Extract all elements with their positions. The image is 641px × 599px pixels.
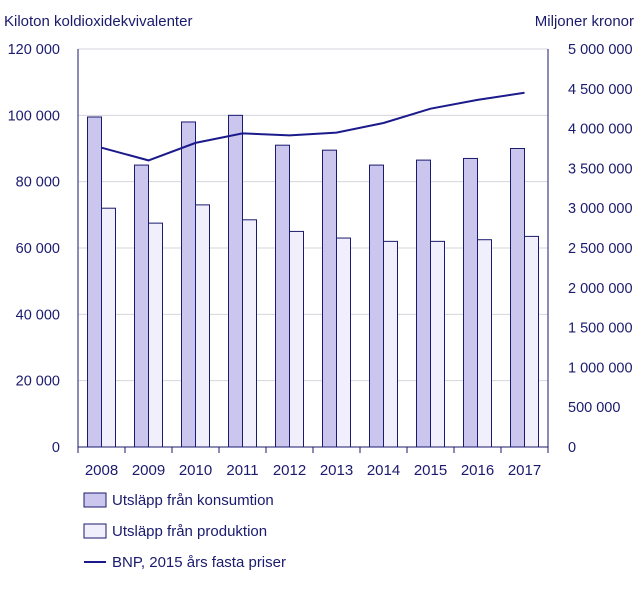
legend: Utsläpp från konsumtion Utsläpp från prod… (83, 492, 286, 571)
y-tick-left-label: 100 000 (8, 108, 60, 124)
y-tick-left-label: 120 000 (8, 42, 60, 58)
x-tick-label: 2012 (273, 462, 306, 479)
x-tick-label: 2008 (85, 462, 118, 479)
bar-konsumtion (134, 164, 149, 448)
x-tick-label: 2017 (508, 462, 541, 479)
y-tick-right-label: 5 000 000 (568, 42, 633, 58)
y-tick-right-label: 2 000 000 (568, 281, 633, 297)
bar-konsumtion (416, 159, 431, 448)
legend-label: Utsläpp från produktion (112, 523, 267, 540)
y-tick-right-label: 4 000 000 (568, 122, 633, 138)
bar-produktion (430, 240, 445, 448)
legend-swatch-produktion (83, 523, 107, 539)
bar-konsumtion (369, 164, 384, 448)
y-tick-right-label: 0 (568, 440, 576, 456)
y-tick-right-label: 1 500 000 (568, 321, 633, 337)
bar-produktion (101, 207, 116, 448)
y-tick-right-label: 3 000 000 (568, 201, 633, 217)
tick-labels: 0 20 000 40 000 60 000 80 000 100 000 120 000 0… (8, 42, 633, 479)
x-tick-label: 2013 (320, 462, 353, 479)
axes (77, 49, 549, 453)
y-tick-right-label: 1 000 000 (568, 360, 633, 376)
line-bnp (101, 91, 525, 162)
bar-produktion (383, 240, 398, 448)
bar-produktion (242, 219, 257, 448)
y-tick-right-label: 4 500 000 (568, 82, 633, 98)
y-axis-left-label: Kiloton koldioxidekvivalenter (4, 13, 192, 30)
y-tick-left-label: 40 000 (16, 307, 60, 323)
y-tick-left-label: 60 000 (16, 241, 60, 257)
x-tick-label: 2014 (367, 462, 400, 479)
x-tick-label: 2015 (414, 462, 447, 479)
x-tick-label: 2016 (461, 462, 494, 479)
bar-konsumtion (181, 121, 196, 448)
bar-konsumtion (322, 149, 337, 448)
bar-konsumtion (463, 157, 478, 448)
y-tick-left-label: 80 000 (16, 175, 60, 191)
bar-produktion (148, 222, 163, 448)
bar-konsumtion (228, 114, 243, 448)
bar-produktion (195, 204, 210, 448)
legend-swatch-konsumtion (83, 492, 107, 508)
y-tick-right-label: 2 500 000 (568, 241, 633, 257)
bar-produktion (336, 237, 351, 448)
bars (87, 114, 539, 448)
line-series (101, 91, 525, 162)
bar-produktion (289, 230, 304, 448)
bar-konsumtion (510, 148, 525, 448)
x-tick-label: 2009 (132, 462, 165, 479)
y-tick-left-label: 20 000 (16, 374, 60, 390)
legend-label: Utsläpp från konsumtion (112, 492, 274, 509)
bar-produktion (524, 235, 539, 448)
legend-label: BNP, 2015 års fasta priser (112, 554, 286, 571)
y-tick-right-label: 3 500 000 (568, 161, 633, 177)
bar-konsumtion (87, 116, 102, 448)
x-tick-label: 2010 (179, 462, 212, 479)
y-axis-right-label: Miljoner kronor (535, 13, 634, 30)
x-tick-label: 2011 (226, 462, 258, 479)
y-tick-left-label: 0 (52, 440, 60, 456)
bar-produktion (477, 239, 492, 448)
bar-konsumtion (275, 144, 290, 448)
y-tick-right-label: 500 000 (568, 400, 620, 416)
